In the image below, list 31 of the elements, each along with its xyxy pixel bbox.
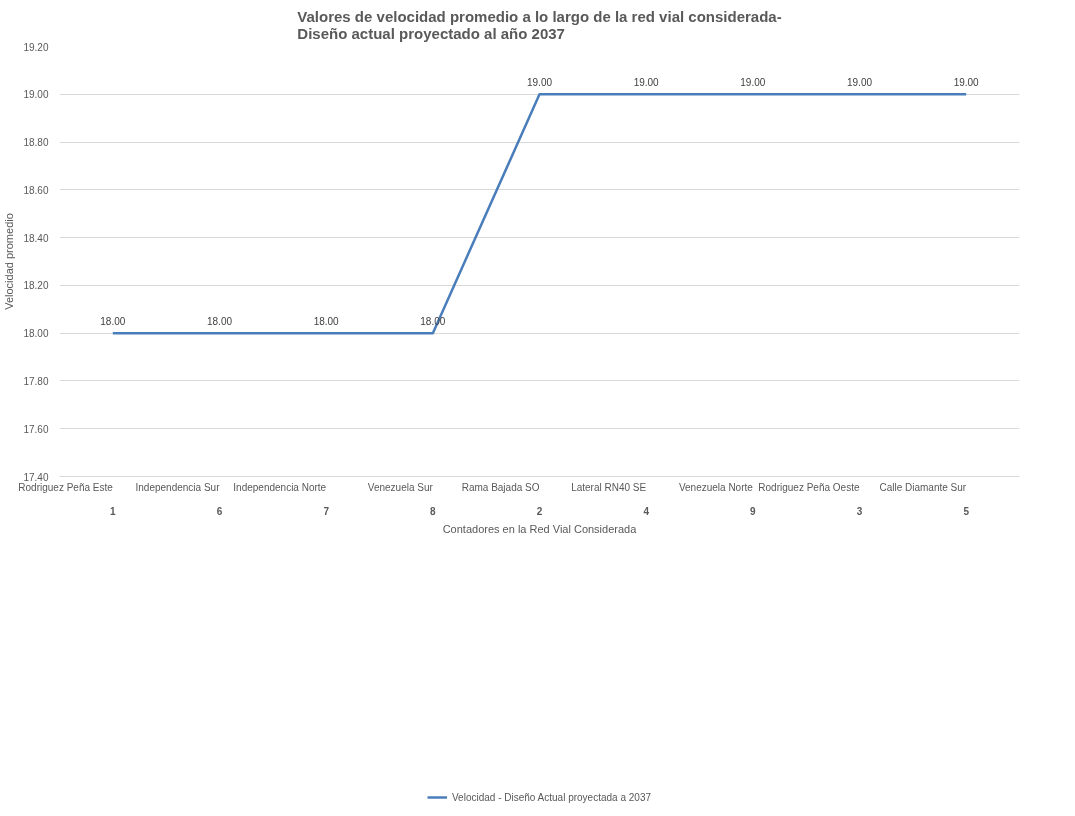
data-label: 18.00 [313,316,340,328]
data-label: 18.00 [100,316,126,328]
category-label: Calle Diamante Sur 5 [879,482,969,517]
y-axis-title: Velocidad promedio [3,213,16,310]
category-label: Venezuela Norte 9 [678,482,756,517]
data-label: 19.00 [526,77,553,89]
data-label: 19.00 [633,77,660,89]
y-tick-label: 17.80 [23,375,49,387]
category-label: Independencia Sur 6 [135,482,223,517]
category-label: Lateral RN40 SE 4 [571,482,649,517]
category-label: Rodriguez Peña Este 1 [18,482,116,517]
category-label: Rodriguez Peña Oeste 3 [758,482,863,517]
data-label: 19.00 [740,77,766,89]
chart-title: Valores de velocidad promedio a lo largo de la red vial considerada- Diseño actual proyectado al año 2037 [297,7,782,42]
y-tick-label: 18.80 [23,137,49,149]
data-label: 19.00 [953,77,980,89]
legend-label: Velocidad - Diseño Actual proyectada a 2037 [451,791,652,803]
category-label: Independencia Norte 7 [233,482,329,517]
y-tick-label: 18.20 [23,280,49,292]
y-tick-label: 19.00 [23,89,49,101]
y-tick-label: 19.20 [23,41,49,53]
y-tick-label: 18.00 [23,328,49,340]
y-tick-label: 18.40 [23,232,49,244]
x-axis-title: Contadores en la Red Vial Considerada [442,522,638,535]
data-label: 18.00 [206,316,233,328]
y-tick-label: 18.60 [23,184,49,196]
y-tick-label: 17.60 [23,423,49,435]
category-label: Venezuela Sur 8 [367,482,436,517]
category-label: Rama Bajada SO 2 [461,482,543,517]
y-tick-label: 17.40 [23,471,49,483]
data-label: 19.00 [846,77,873,89]
